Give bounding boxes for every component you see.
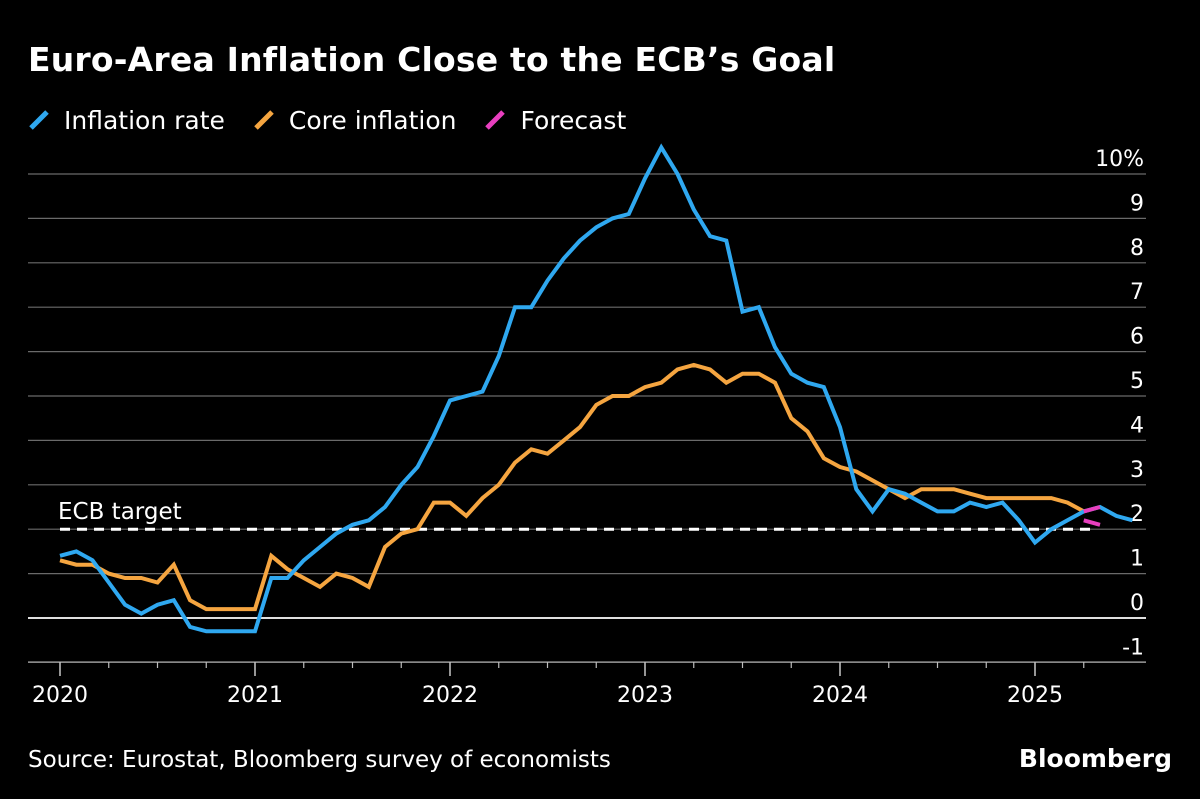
y-tick-label: 7	[1130, 280, 1144, 305]
x-tick-label: 2024	[812, 683, 868, 708]
x-tick-label: 2023	[617, 683, 673, 708]
y-tick-label: 4	[1130, 413, 1144, 438]
y-tick-label: 6	[1130, 325, 1144, 350]
forecast-line	[1083, 518, 1101, 527]
y-tick-label: 8	[1130, 236, 1144, 261]
y-tick-label: 3	[1130, 458, 1144, 483]
forecast-line	[1083, 505, 1101, 514]
legend-swatch-core	[253, 109, 275, 131]
core-inflation-line	[59, 362, 1085, 612]
legend-label-forecast: Forecast	[520, 105, 627, 135]
y-tick-label: 1	[1130, 547, 1144, 572]
y-tick-label: 9	[1130, 191, 1144, 216]
chart-legend: Inflation rate Core inflation Forecast	[28, 104, 654, 136]
legend-item-inflation: Inflation rate	[28, 106, 225, 135]
x-tick-label: 2021	[227, 683, 283, 708]
y-tick-label: -1	[1122, 635, 1144, 660]
x-tick-label: 2022	[422, 683, 478, 708]
legend-swatch-inflation	[28, 109, 50, 131]
y-tick-label: 10%	[1095, 147, 1144, 172]
y-tick-label: 5	[1130, 369, 1144, 394]
legend-label-inflation: Inflation rate	[64, 105, 225, 135]
legend-item-core: Core inflation	[253, 105, 457, 135]
y-tick-label: 2	[1130, 502, 1144, 527]
x-tick-label: 2020	[32, 683, 88, 708]
source-note: Source: Eurostat, Bloomberg survey of ec…	[28, 747, 611, 773]
legend-swatch-forecast	[484, 109, 506, 131]
line-chart: -1 0 1 2 3 4 5 6 7 8 9 10% 2020 2021 2022 2023 2024 2025 E…	[28, 143, 1146, 708]
legend-item-forecast: Forecast	[484, 106, 626, 135]
chart-title: Euro-Area Inflation Close to the ECB’s G…	[28, 40, 836, 79]
legend-label-core: Core inflation	[288, 105, 457, 135]
y-tick-label: 0	[1130, 591, 1144, 616]
ecb-target-label: ECB target	[58, 499, 182, 525]
x-tick-label: 2025	[1007, 683, 1063, 708]
bloomberg-logo: Bloomberg	[1018, 744, 1172, 773]
inflation-rate-line	[59, 143, 1134, 634]
